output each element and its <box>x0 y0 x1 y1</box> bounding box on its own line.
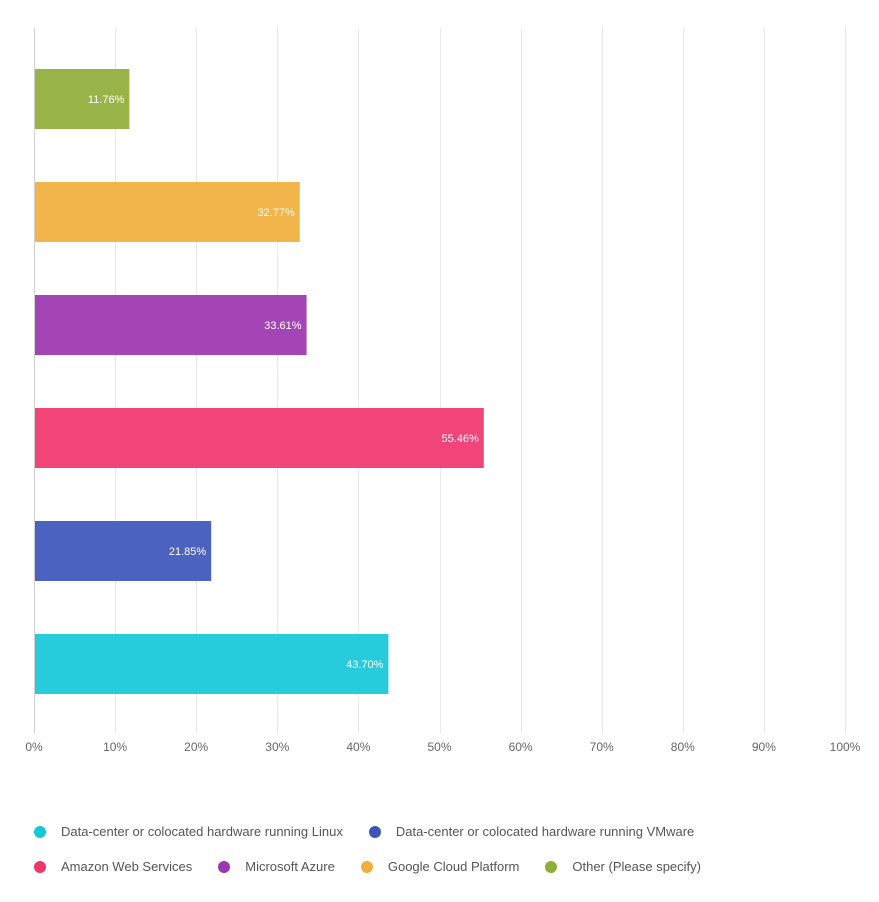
legend-dot-icon <box>34 825 46 838</box>
legend-dot-icon <box>360 860 373 873</box>
x-tick-label: 0% <box>25 740 43 754</box>
bar-value-label: 33.61% <box>264 320 302 332</box>
legend-label: Other (Please specify) <box>572 859 701 874</box>
x-tick-label: 100% <box>830 740 861 754</box>
x-tick-label: 20% <box>184 740 208 754</box>
bar-value-label: 11.76% <box>88 94 125 106</box>
x-tick-label: 10% <box>103 740 127 754</box>
legend-row: Amazon Web Services Microsoft Azure Google… <box>34 849 854 884</box>
x-tick-label: 60% <box>509 740 533 754</box>
legend-item[interactable]: Microsoft Azure <box>218 859 335 874</box>
x-tick-label: 80% <box>671 740 695 754</box>
legend-item[interactable]: Data-center or colocated hardware runnin… <box>34 824 343 839</box>
x-tick-label: 40% <box>346 740 370 754</box>
legend-label: Data-center or colocated hardware runnin… <box>61 824 343 839</box>
legend-label: Data-center or colocated hardware runnin… <box>395 824 695 839</box>
legend-row: Data-center or colocated hardware runnin… <box>34 814 854 849</box>
x-tick-label: 50% <box>427 740 451 754</box>
legend-label: Amazon Web Services <box>61 859 193 874</box>
bar <box>35 634 389 694</box>
legend-item[interactable]: Google Cloud Platform <box>360 859 520 874</box>
legend-label: Microsoft Azure <box>245 859 335 874</box>
bar-value-label: 43.70% <box>346 659 384 671</box>
bar <box>35 295 307 355</box>
legend-dot-icon <box>34 860 46 873</box>
legend-item[interactable]: Other (Please specify) <box>545 859 701 874</box>
bar-value-label: 32.77% <box>257 207 295 219</box>
x-tick-label: 90% <box>752 740 776 754</box>
legend-dot-icon <box>218 860 231 873</box>
bar <box>35 408 484 468</box>
x-tick-label: 30% <box>265 740 289 754</box>
chart-legend: Data-center or colocated hardware runnin… <box>34 814 854 884</box>
bar <box>35 69 130 129</box>
x-tick-label: 70% <box>590 740 614 754</box>
bar-value-label: 55.46% <box>441 433 479 445</box>
bar-value-label: 21.85% <box>169 546 207 558</box>
legend-dot-icon <box>545 860 558 873</box>
legend-dot-icon <box>368 825 381 838</box>
bar <box>35 521 212 581</box>
legend-item[interactable]: Amazon Web Services <box>34 859 192 874</box>
bar <box>35 182 300 242</box>
legend-label: Google Cloud Platform <box>387 859 520 874</box>
bar-chart: 11.76% 32.77% 33.61% 55.46% 21.85% 43.70% 0% 10… <box>25 28 861 754</box>
legend-item[interactable]: Data-center or colocated hardware runnin… <box>368 824 695 839</box>
